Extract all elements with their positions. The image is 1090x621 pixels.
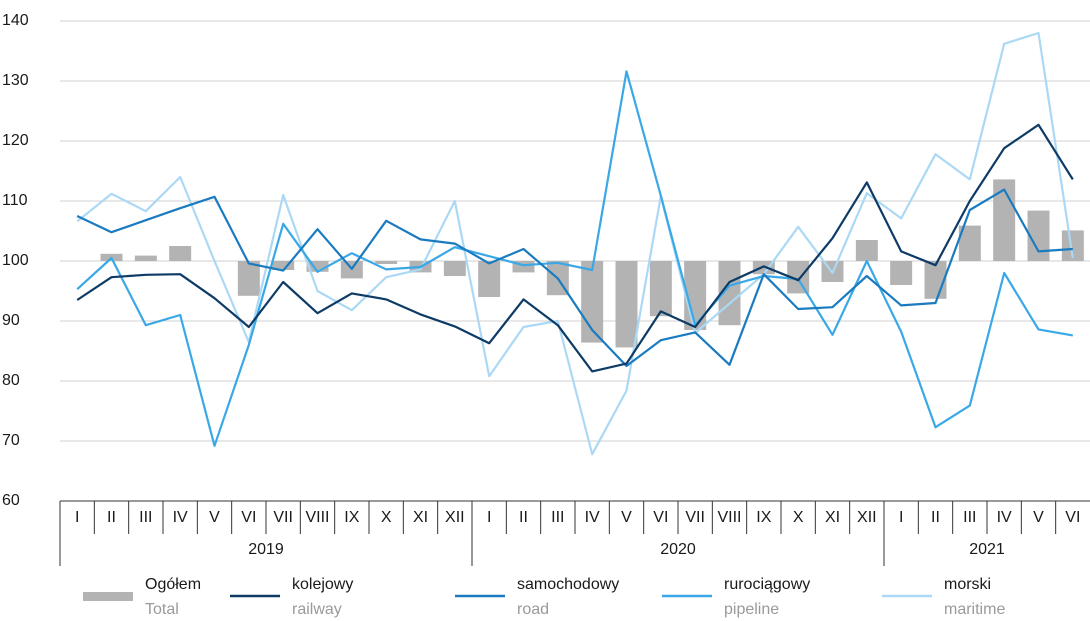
bar (649, 261, 672, 317)
y-tick-label: 130 (2, 72, 29, 89)
legend-label: samochodowy (517, 576, 619, 593)
legend-label: morski (944, 576, 991, 593)
x-tick-label: IX (756, 509, 771, 526)
x-tick-label: VI (241, 509, 256, 526)
x-tick-label: II (931, 509, 940, 526)
legend-label-en: pipeline (724, 601, 779, 618)
line (76, 31, 1074, 456)
x-tick-label: VII (273, 509, 293, 526)
bar (375, 261, 398, 264)
x-tick-label: XI (413, 509, 428, 526)
x-tick-label: V (209, 509, 220, 526)
y-tick-label: 90 (2, 312, 20, 329)
x-tick-label: III (963, 509, 976, 526)
y-tick-label: 60 (2, 492, 20, 509)
legend-label: Ogółem (145, 576, 201, 593)
x-tick-label: VIII (717, 509, 741, 526)
x-tick-label: XII (857, 509, 877, 526)
x-tick-label: XI (825, 509, 840, 526)
legend-label: kolejowy (292, 576, 353, 593)
line (76, 70, 1073, 447)
line (76, 123, 1074, 373)
x-tick-label: XII (445, 509, 465, 526)
x-tick-label: VI (1065, 509, 1080, 526)
x-tick-label: IV (585, 509, 600, 526)
legend-label-en: road (517, 601, 549, 618)
bar (787, 261, 810, 294)
bar (1027, 210, 1050, 261)
x-tick-label: V (621, 509, 632, 526)
bar (169, 246, 192, 261)
x-tick-label: VII (685, 509, 705, 526)
y-tick-label: 140 (2, 12, 29, 29)
x-tick-label: II (519, 509, 528, 526)
x-tick-label: X (793, 509, 804, 526)
x-tick-label: III (551, 509, 564, 526)
y-tick-label: 110 (2, 192, 28, 209)
bar (958, 225, 981, 261)
legend-label-en: maritime (944, 601, 1005, 618)
legend-swatch (83, 592, 133, 601)
y-tick-label: 70 (2, 432, 20, 449)
bar (237, 261, 260, 296)
x-tick-label: IX (344, 509, 359, 526)
legend-label: rurociągowy (724, 576, 810, 593)
x-tick-label: V (1033, 509, 1044, 526)
x-tick-label: IV (173, 509, 188, 526)
bar (306, 261, 329, 272)
x-tick-label: I (75, 509, 79, 526)
bar (1061, 230, 1084, 261)
x-tick-label: I (487, 509, 491, 526)
x-tick-label: I (899, 509, 903, 526)
x-group-label: 2019 (248, 541, 284, 558)
x-tick-label: VI (653, 509, 668, 526)
x-tick-label: II (107, 509, 116, 526)
bar (512, 261, 535, 273)
bar (272, 261, 295, 270)
x-tick-label: III (139, 509, 152, 526)
bar (478, 261, 501, 297)
bar (752, 261, 775, 275)
bar (615, 261, 638, 348)
bar (890, 261, 913, 285)
x-tick-label: IV (997, 509, 1012, 526)
y-tick-label: 80 (2, 372, 20, 389)
bar (443, 261, 466, 276)
x-tick-label: X (381, 509, 392, 526)
x-tick-label: VIII (305, 509, 329, 526)
x-group-label: 2020 (660, 541, 696, 558)
x-group-label: 2021 (969, 541, 1005, 558)
legend-label-en: railway (292, 601, 342, 618)
line (76, 188, 1073, 368)
bar (855, 240, 878, 261)
y-tick-label: 100 (2, 252, 29, 269)
y-tick-label: 120 (2, 132, 29, 149)
bar (134, 255, 157, 261)
legend-label-en: Total (145, 601, 179, 618)
